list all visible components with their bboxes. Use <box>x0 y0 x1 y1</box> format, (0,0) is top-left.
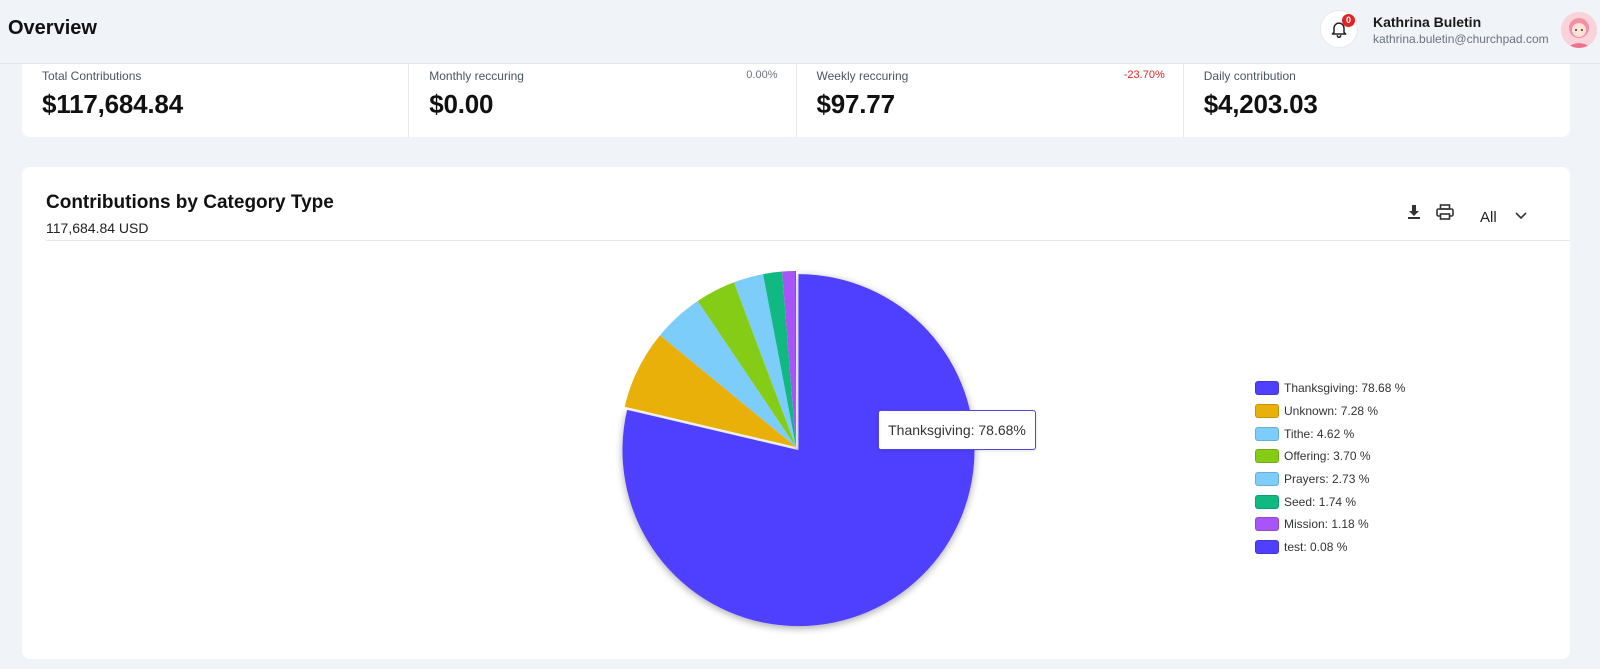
stat-change: -23.70% <box>1123 69 1165 81</box>
pie-slice-unknown[interactable] <box>624 335 796 447</box>
legend-swatch <box>1255 517 1279 532</box>
chevron-down-icon <box>1515 212 1527 220</box>
avatar[interactable] <box>1561 12 1597 48</box>
legend-swatch <box>1255 472 1279 487</box>
stat-value: $4,203.03 <box>1203 89 1318 119</box>
legend-swatch <box>1255 404 1279 419</box>
legend-item-seed[interactable]: Seed: 1.74 % <box>1255 490 1405 513</box>
avatar-icon <box>1561 12 1597 48</box>
divider <box>46 240 1570 241</box>
legend-swatch <box>1255 540 1279 555</box>
stat-daily-contribution[interactable]: Daily contribution $4,203.03 <box>1184 64 1570 137</box>
legend-label: Seed: 1.74 % <box>1284 494 1357 509</box>
stat-value: $0.00 <box>429 89 494 119</box>
stat-monthly-recurring[interactable]: Monthly reccuring 0.00% $0.00 <box>409 64 797 137</box>
stat-value: $117,684.84 <box>42 89 183 119</box>
pie-slice-offering[interactable] <box>697 282 796 447</box>
stat-label: Monthly reccuring <box>429 69 524 83</box>
legend-swatch <box>1255 381 1279 396</box>
page-title: Overview <box>8 17 97 39</box>
download-button[interactable] <box>1405 203 1423 221</box>
legend-item-unknown[interactable]: Unknown: 7.28 % <box>1255 400 1405 423</box>
pie-slice-mission[interactable] <box>782 271 796 447</box>
filter-dropdown-toggle[interactable] <box>1512 207 1530 225</box>
user-email: kathrina.buletin@churchpad.com <box>1373 32 1549 46</box>
legend-label: Thanksgiving: 78.68 % <box>1284 381 1406 396</box>
pie-slice-thanksgiving[interactable] <box>622 274 975 627</box>
legend-label: Tithe: 4.62 % <box>1284 426 1355 441</box>
pie-slice-test[interactable] <box>795 271 796 447</box>
legend-swatch <box>1255 426 1279 441</box>
card-title: Contributions by Category Type <box>46 192 334 213</box>
legend-label: Unknown: 7.28 % <box>1284 404 1379 419</box>
stat-change: 0.00% <box>746 69 778 81</box>
pie-slice-seed[interactable] <box>763 271 796 447</box>
card-subtitle: 117,684.84 USD <box>46 220 149 236</box>
legend-item-mission[interactable]: Mission: 1.18 % <box>1255 513 1405 536</box>
notifications-button[interactable]: 0 <box>1320 10 1358 48</box>
stats-panel: Total Contributions $117,684.84 Monthly … <box>22 64 1570 137</box>
stat-label: Daily contribution <box>1203 69 1296 83</box>
legend-item-test[interactable]: test: 0.08 % <box>1255 536 1405 559</box>
category-filter-select[interactable]: All <box>1480 209 1497 226</box>
legend-label: test: 0.08 % <box>1284 540 1348 555</box>
stat-label: Total Contributions <box>42 69 142 83</box>
print-icon <box>1436 204 1454 220</box>
pie-slice-prayers[interactable] <box>734 274 796 447</box>
user-name[interactable]: Kathrina Buletin <box>1373 14 1482 30</box>
chart-tooltip: Thanksgiving: 78.68% <box>878 410 1036 450</box>
legend-label: Offering: 3.70 % <box>1284 449 1371 464</box>
notification-badge: 0 <box>1342 14 1355 27</box>
top-bar: Overview 0 Kathrina Buletin kathrina.bul… <box>0 0 1600 64</box>
stat-label: Weekly reccuring <box>816 69 909 83</box>
legend-label: Mission: 1.18 % <box>1284 517 1369 532</box>
legend-item-tithe[interactable]: Tithe: 4.62 % <box>1255 422 1405 445</box>
download-icon <box>1408 205 1420 219</box>
legend-label: Prayers: 2.73 % <box>1284 472 1370 487</box>
legend-swatch <box>1255 494 1279 509</box>
bell-icon <box>1331 22 1347 39</box>
pie-slice-tithe[interactable] <box>660 300 796 447</box>
legend-item-thanksgiving[interactable]: Thanksgiving: 78.68 % <box>1255 377 1405 400</box>
stat-weekly-recurring[interactable]: Weekly reccuring -23.70% $97.77 <box>797 64 1184 137</box>
legend-swatch <box>1255 449 1279 464</box>
print-button[interactable] <box>1434 202 1456 222</box>
chart-legend: Thanksgiving: 78.68 % Unknown: 7.28 % Tith… <box>1255 377 1405 559</box>
legend-item-offering[interactable]: Offering: 3.70 % <box>1255 445 1405 468</box>
stat-total-contributions[interactable]: Total Contributions $117,684.84 <box>22 64 410 137</box>
stat-value: $97.77 <box>816 89 896 119</box>
legend-item-prayers[interactable]: Prayers: 2.73 % <box>1255 468 1405 491</box>
